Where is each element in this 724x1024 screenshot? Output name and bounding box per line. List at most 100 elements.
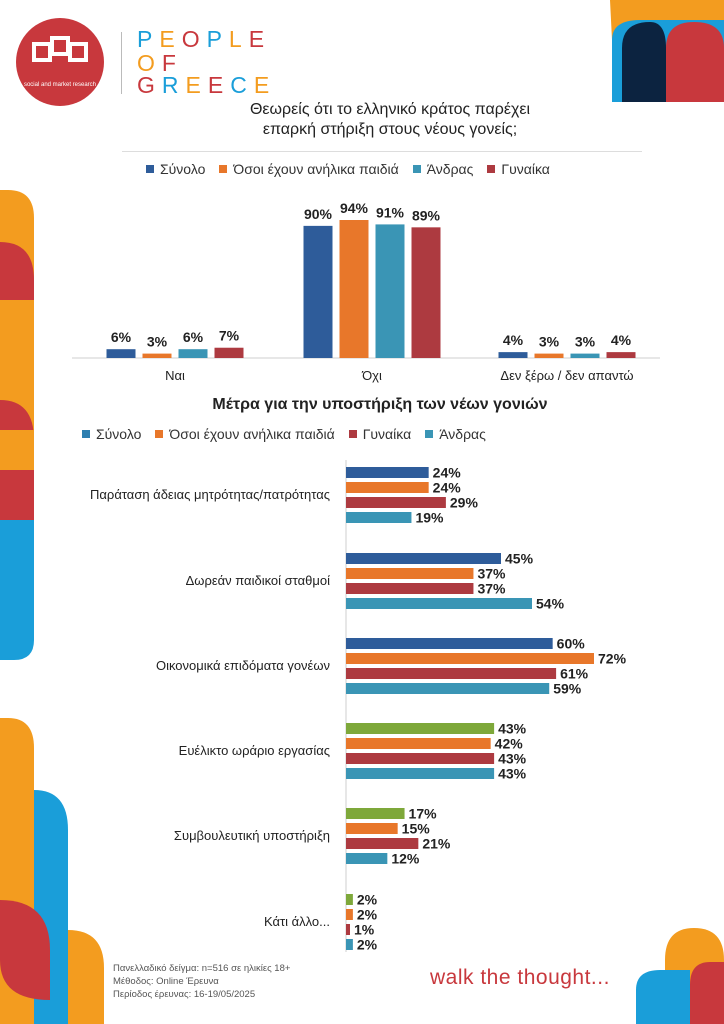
brand-letter: P — [137, 26, 160, 52]
legend-label: Άνδρας — [426, 161, 474, 177]
chart2-category-label: Παράταση άδειας μητρότητας/πατρότητας — [90, 487, 330, 502]
chart1-legend-item: Άνδρας — [412, 161, 474, 177]
brand-letter: G — [137, 72, 162, 98]
brand-letter: O — [181, 26, 207, 52]
chart2-category-label: Δωρεάν παιδικοί σταθμοί — [186, 573, 330, 588]
chart1-category-label: Ναι — [165, 368, 185, 383]
chart1-bar — [570, 353, 600, 358]
chart2-bar — [346, 668, 557, 679]
survey-method: Μέθοδος: Online Έρευνα — [113, 976, 219, 987]
legend-label: Όσοι έχουν ανήλικα παιδιά — [233, 161, 399, 177]
chart2-data-label: 60% — [557, 636, 586, 652]
brand-letter: E — [248, 26, 272, 52]
chart2-category-label: Συμβουλευτική υποστήριξη — [174, 828, 330, 843]
chart1-data-label: 3% — [147, 334, 168, 350]
brand-letter: O — [137, 50, 162, 76]
chart2-legend-item: Σύνολο — [82, 426, 141, 442]
chart1-bar — [303, 225, 333, 358]
chart1-legend: Σύνολο Όσοι έχουν ανήλικα παιδιά Άνδρας Γυν… — [146, 160, 564, 177]
legend-swatch — [219, 165, 228, 173]
chart1-data-label: 4% — [503, 332, 524, 348]
chart2-bar — [346, 482, 429, 493]
chart2-data-label: 59% — [553, 681, 582, 697]
chart2-legend-item: Όσοι έχουν ανήλικα παιδιά — [155, 426, 335, 442]
chart2-data-label: 43% — [498, 766, 527, 782]
chart2-data-label: 45% — [505, 551, 534, 567]
chart1-legend-item: Σύνολο — [146, 161, 205, 177]
brand-letter: C — [230, 72, 254, 98]
chart2-data-label: 2% — [357, 892, 378, 908]
chart2-category-label: Κάτι άλλο... — [264, 914, 330, 929]
chart2-data-label: 1% — [354, 922, 375, 938]
chart2-bar — [346, 838, 419, 849]
brand-tagline: walk the thought... — [430, 966, 610, 989]
legend-label: Σύνολο — [96, 426, 142, 442]
chart1-category-label: Όχι — [361, 368, 382, 383]
chart2-data-label: 29% — [450, 495, 479, 511]
chart2-category-label: Ευέλικτο ωράριο εργασίας — [179, 743, 330, 758]
chart2-bar — [346, 553, 501, 564]
chart2-legend-item: Γυναίκα — [348, 426, 412, 442]
chart2-data-label: 37% — [477, 566, 506, 582]
chart2-bar — [346, 583, 474, 594]
chart1-data-label: 89% — [412, 207, 441, 223]
chart1-bar — [606, 352, 636, 358]
chart1-bar — [214, 347, 244, 358]
chart2-bar — [346, 823, 398, 834]
chart1-data-label: 6% — [111, 329, 132, 345]
brand-letter: L — [228, 26, 249, 52]
chart1-bar — [411, 227, 441, 358]
chart1-bar — [106, 349, 136, 358]
chart1-title-rule — [122, 151, 642, 152]
logo — [16, 18, 104, 106]
brand-letter: E — [159, 26, 182, 52]
chart2-bar — [346, 924, 350, 935]
chart1-title: Θεωρείς ότι το ελληνικό κράτος παρέχει ε… — [200, 100, 580, 140]
brand-letter: F — [161, 50, 183, 76]
chart2-bar — [346, 638, 553, 649]
legend-swatch — [348, 430, 357, 438]
chart2-bar — [346, 808, 405, 819]
legend-label: Όσοι έχουν ανήλικα παιδιά — [169, 426, 335, 442]
chart1-data-label: 3% — [539, 334, 560, 350]
survey-sample: Πανελλαδικό δείγμα: n=516 σε ηλικίες 18+ — [113, 963, 291, 974]
brand-letter: E — [253, 72, 277, 98]
chart2-data-label: 21% — [422, 836, 451, 852]
brand-wordmark-line-1: PEOPLE — [137, 26, 271, 53]
chart2-data-label: 2% — [357, 907, 378, 923]
legend-label: Γυναίκα — [362, 426, 412, 442]
chart2-data-label: 72% — [598, 651, 627, 667]
chart1-title-line-2: επαρκή στήριξη στους νέους γονείς; — [262, 121, 518, 138]
chart1-data-label: 6% — [183, 329, 204, 345]
chart2-bar — [346, 653, 594, 664]
chart2-data-label: 61% — [560, 666, 589, 682]
chart2-bar — [346, 723, 495, 734]
chart1-bar — [178, 349, 208, 358]
chart1-legend-item: Γυναίκα — [487, 161, 550, 177]
chart2-data-label: 24% — [433, 480, 462, 496]
brand-wordmark-line-2: OF — [137, 50, 183, 77]
chart1-data-label: 3% — [575, 334, 596, 350]
chart1-bar — [375, 224, 405, 358]
chart2-bar — [346, 738, 491, 749]
legend-swatch — [425, 430, 434, 438]
legend-swatch — [82, 430, 90, 438]
logo-tagline: social and market research — [23, 82, 97, 88]
chart2-bar — [346, 853, 388, 864]
chart2-bar — [346, 568, 474, 579]
chart2-bar — [346, 939, 353, 950]
chart2-bar — [346, 894, 353, 905]
legend-label: Άνδρας — [439, 426, 486, 442]
chart2-legend-item: Άνδρας — [425, 426, 486, 442]
chart1-bar — [498, 352, 528, 358]
chart1-bar — [534, 353, 564, 358]
chart1-data-label: 91% — [376, 204, 405, 220]
chart2-bar — [346, 753, 495, 764]
chart2-data-label: 19% — [415, 510, 444, 526]
brand-letter: E — [185, 72, 208, 98]
chart2-data-label: 43% — [498, 751, 527, 767]
legend-swatch — [155, 430, 164, 438]
chart2-data-label: 43% — [498, 721, 527, 737]
chart2-data-label: 15% — [402, 821, 431, 837]
